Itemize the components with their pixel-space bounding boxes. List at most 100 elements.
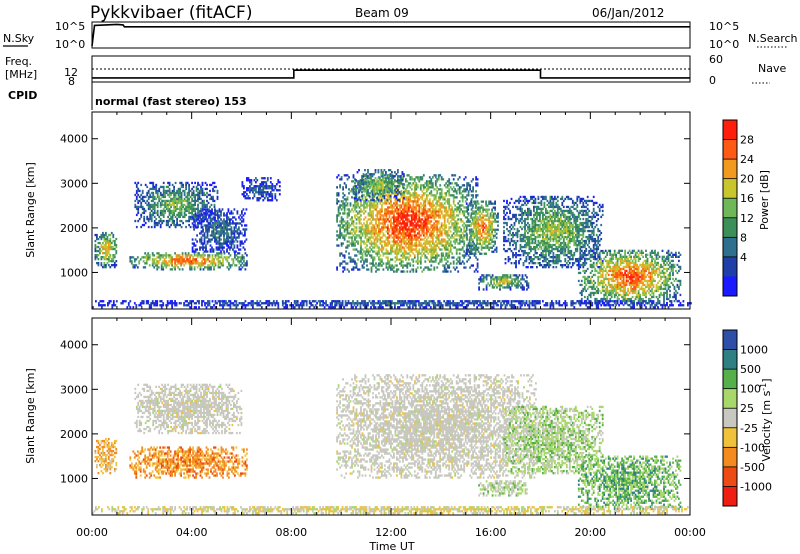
echo-cell bbox=[339, 236, 341, 239]
echo-cell bbox=[489, 228, 492, 231]
echo-cell bbox=[242, 220, 245, 223]
echo-cell bbox=[369, 204, 371, 207]
echo-cell bbox=[528, 239, 531, 243]
echo-cell bbox=[159, 211, 162, 215]
echo-cell bbox=[152, 213, 155, 217]
echo-cell bbox=[519, 209, 522, 213]
echo-cell bbox=[364, 216, 367, 219]
echo-cell bbox=[431, 176, 434, 179]
echo-cell bbox=[154, 264, 157, 267]
echo-cell bbox=[424, 246, 427, 249]
echo-cell bbox=[521, 284, 524, 287]
echo-cell bbox=[448, 184, 451, 187]
echo-cell bbox=[524, 235, 526, 239]
echo-cell bbox=[382, 177, 384, 180]
echo-cell bbox=[499, 280, 501, 283]
echo-cell bbox=[340, 222, 343, 225]
echo-cell bbox=[232, 242, 234, 245]
echo-cell bbox=[100, 249, 103, 253]
echo-cell bbox=[178, 262, 181, 265]
echo-cell bbox=[339, 220, 341, 223]
echo-cell bbox=[486, 208, 489, 211]
echo-cell bbox=[340, 220, 343, 223]
echo-cell bbox=[405, 232, 407, 235]
echo-cell bbox=[523, 286, 525, 289]
echo-cell bbox=[193, 242, 195, 245]
echo-cell bbox=[103, 262, 106, 265]
echo-cell bbox=[379, 189, 381, 192]
echo-cell bbox=[527, 199, 529, 203]
echo-cell bbox=[393, 196, 395, 199]
echo-cell bbox=[181, 268, 184, 271]
echo-cell bbox=[173, 203, 175, 207]
echo-cell bbox=[457, 218, 460, 221]
echo-cell bbox=[169, 256, 172, 259]
echo-cell bbox=[336, 238, 338, 241]
echo-cell bbox=[507, 256, 510, 259]
echo-cell bbox=[336, 268, 338, 271]
echo-cell bbox=[244, 212, 246, 215]
echo-cell bbox=[503, 274, 506, 277]
echo-cell bbox=[391, 175, 393, 178]
echo-cell bbox=[400, 214, 403, 217]
echo-cell bbox=[209, 212, 212, 215]
echo-cell bbox=[468, 242, 471, 245]
echo-cell bbox=[407, 236, 410, 239]
echo-cell bbox=[443, 244, 446, 247]
echo-cell bbox=[436, 200, 439, 203]
echo-cell bbox=[360, 236, 362, 239]
echo-cell bbox=[503, 225, 505, 229]
echo-cell bbox=[213, 268, 215, 271]
echo-cell bbox=[524, 260, 526, 263]
echo-cell bbox=[480, 246, 483, 249]
echo-cell bbox=[437, 210, 440, 213]
echo-cell bbox=[172, 258, 175, 261]
echo-cell bbox=[364, 230, 367, 233]
echo-cell bbox=[428, 180, 431, 183]
echo-cell bbox=[174, 268, 176, 271]
echo-cell bbox=[402, 240, 404, 243]
echo-cell bbox=[436, 210, 439, 213]
echo-cell bbox=[477, 236, 480, 239]
echo-cell bbox=[353, 197, 356, 200]
echo-cell bbox=[348, 224, 350, 227]
echo-cell bbox=[143, 195, 146, 199]
echo-cell bbox=[415, 218, 418, 221]
echo-cell bbox=[428, 176, 431, 179]
echo-cell bbox=[397, 268, 400, 271]
echo-cell bbox=[205, 216, 207, 219]
echo-cell bbox=[448, 250, 451, 253]
echo-cell bbox=[339, 224, 341, 227]
echo-cell bbox=[360, 226, 362, 229]
echo-cell bbox=[200, 220, 203, 223]
echo-cell bbox=[427, 182, 430, 185]
echo-cell bbox=[519, 247, 522, 251]
echo-cell bbox=[360, 248, 362, 251]
echo-cell bbox=[366, 222, 368, 225]
echo-cell bbox=[224, 240, 227, 243]
echo-cell bbox=[489, 236, 492, 239]
echo-cell bbox=[473, 244, 475, 247]
echo-cell bbox=[176, 213, 178, 217]
echo-cell bbox=[193, 224, 195, 227]
echo-cell bbox=[252, 189, 254, 192]
echo-cell bbox=[394, 270, 397, 273]
echo-cell bbox=[406, 174, 409, 177]
echo-cell bbox=[422, 234, 425, 237]
echo-cell bbox=[379, 216, 382, 219]
echo-cell bbox=[360, 252, 362, 255]
echo-cell bbox=[278, 189, 281, 192]
echo-cell bbox=[481, 278, 483, 281]
echo-cell bbox=[372, 232, 374, 235]
echo-cell bbox=[373, 181, 375, 184]
echo-cell bbox=[343, 208, 346, 211]
echo-cell bbox=[511, 280, 513, 283]
echo-cell bbox=[495, 250, 498, 253]
echo-cell bbox=[511, 282, 513, 285]
echo-cell bbox=[388, 266, 391, 269]
echo-cell bbox=[164, 195, 167, 199]
echo-cell bbox=[461, 196, 464, 199]
echo-cell bbox=[418, 194, 421, 197]
echo-cell bbox=[255, 177, 257, 180]
echo-cell bbox=[476, 266, 479, 269]
